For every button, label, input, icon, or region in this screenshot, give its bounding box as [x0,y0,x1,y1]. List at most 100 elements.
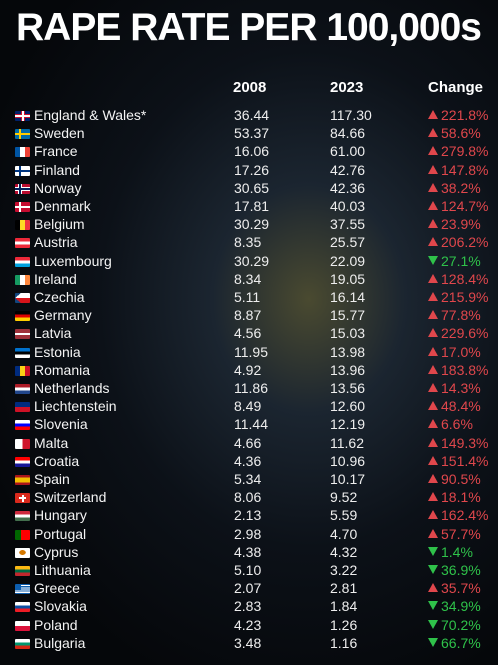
estonia-flag-icon [15,347,30,358]
latvia-flag-icon [15,329,30,340]
table-row: England & Wales* 36.44 117.30 221.8% [0,106,498,124]
ireland-flag-icon [15,274,30,285]
value-2008: 17.26 [234,161,270,178]
change-cell: 48.4% [428,397,481,415]
slovakia-flag-icon [15,602,30,613]
value-2008: 11.86 [234,380,268,396]
change-value: 183.8% [441,361,489,378]
value-2023: 37.55 [330,216,366,233]
arrow-up-icon [428,201,438,210]
greece-flag-icon [15,584,30,595]
change-cell: 151.4% [428,452,488,470]
table-row: Greece 2.07 2.81 35.7% [0,579,498,597]
value-2008: 30.29 [234,252,270,269]
arrow-down-icon [428,637,438,647]
poland-flag-icon [15,620,30,631]
value-2008: 8.06 [234,489,262,506]
change-value: 147.8% [441,161,489,178]
value-2008: 16.06 [234,143,270,160]
table-row: Germany 8.87 15.77 77.8% [0,306,498,324]
country-name: Poland [34,616,78,633]
value-2023: 25.57 [330,234,366,251]
value-2023: 10.17 [330,471,366,487]
table-row: Lithuania 5.10 3.22 36.9% [0,561,498,579]
value-2008: 11.95 [234,343,268,360]
change-value: 1.4% [441,543,473,560]
value-2008: 8.49 [234,398,262,415]
arrow-up-icon [428,383,438,392]
country-name: Switzerland [34,489,107,506]
value-2023: 12.60 [330,398,366,415]
table-row: Switzerland 8.06 9.52 18.1% [0,488,498,506]
value-2023: 4.32 [330,543,358,560]
spain-flag-icon [15,475,30,485]
country-name: Liechtenstein [34,398,117,415]
value-2023: 15.77 [330,307,366,324]
change-cell: 279.8% [428,142,488,160]
arrow-up-icon [428,164,438,174]
country-name: Ireland [34,270,77,287]
change-value: 14.3% [441,380,481,396]
table-row: Hungary 2.13 5.59 162.4% [0,506,498,524]
country-name: Croatia [34,452,80,469]
value-2008: 5.11 [234,289,261,305]
change-cell: 34.9% [428,597,481,615]
table-row: France 16.06 61.00 279.8% [0,142,498,160]
table-row: Slovenia 11.44 12.19 6.6% [0,415,498,433]
value-2008: 8.34 [234,270,262,287]
change-cell: 147.8% [428,161,488,179]
change-cell: 70.2% [428,616,481,634]
country-name: Finland [34,161,80,178]
column-header-2008: 2008 [233,79,267,96]
value-2008: 4.23 [234,616,262,633]
netherlands-flag-icon [15,384,30,394]
france-flag-icon [15,147,30,158]
arrow-down-icon [428,565,438,574]
change-cell: 14.3% [428,379,481,397]
change-value: 221.8% [441,107,489,123]
country-name: Luxembourg [34,252,112,269]
change-value: 38.2% [441,179,481,196]
change-cell: 206.2% [428,233,488,251]
change-cell: 162.4% [428,506,488,524]
country-name: Estonia [34,343,81,360]
table-row: Croatia 4.36 10.96 151.4% [0,452,498,470]
table-row: Estonia 11.95 13.98 17.0% [0,343,498,361]
change-value: 58.6% [441,125,481,142]
romania-flag-icon [15,365,30,376]
change-cell: 183.8% [428,361,488,379]
value-2008: 8.87 [234,307,262,324]
table-row: Portugal 2.98 4.70 57.7% [0,525,498,543]
value-2023: 1.84 [330,598,358,615]
arrow-down-icon [428,619,438,629]
norway-flag-icon [15,183,30,194]
value-2023: 3.22 [330,562,358,578]
change-value: 70.2% [441,616,481,633]
table-row: Luxembourg 30.29 22.09 27.1% [0,252,498,270]
arrow-up-icon [428,219,438,229]
table-row: Finland 17.26 42.76 147.8% [0,161,498,179]
value-2023: 42.76 [330,161,366,178]
value-2023: 22.09 [330,252,366,269]
denmark-flag-icon [15,202,30,212]
arrow-down-icon [428,546,438,556]
country-name: Czechia [34,289,85,305]
country-name: Norway [34,179,82,196]
change-cell: 215.9% [428,288,488,306]
change-value: 151.4% [441,452,489,469]
arrow-up-icon [428,273,438,283]
arrow-up-icon [428,528,438,538]
value-2008: 17.81 [234,198,270,214]
change-value: 215.9% [441,289,489,305]
value-2023: 19.05 [330,270,366,287]
change-cell: 17.0% [428,343,481,361]
arrow-up-icon [428,128,438,138]
country-name: Slovakia [34,598,87,615]
arrow-up-icon [428,237,438,247]
chart-title: RAPE RATE PER 100,000s [16,6,482,49]
value-2008: 11.44 [234,416,268,433]
value-2008: 3.48 [234,634,262,651]
country-name: Bulgaria [34,634,86,651]
change-value: 36.9% [441,562,481,578]
value-2023: 16.14 [330,289,366,305]
